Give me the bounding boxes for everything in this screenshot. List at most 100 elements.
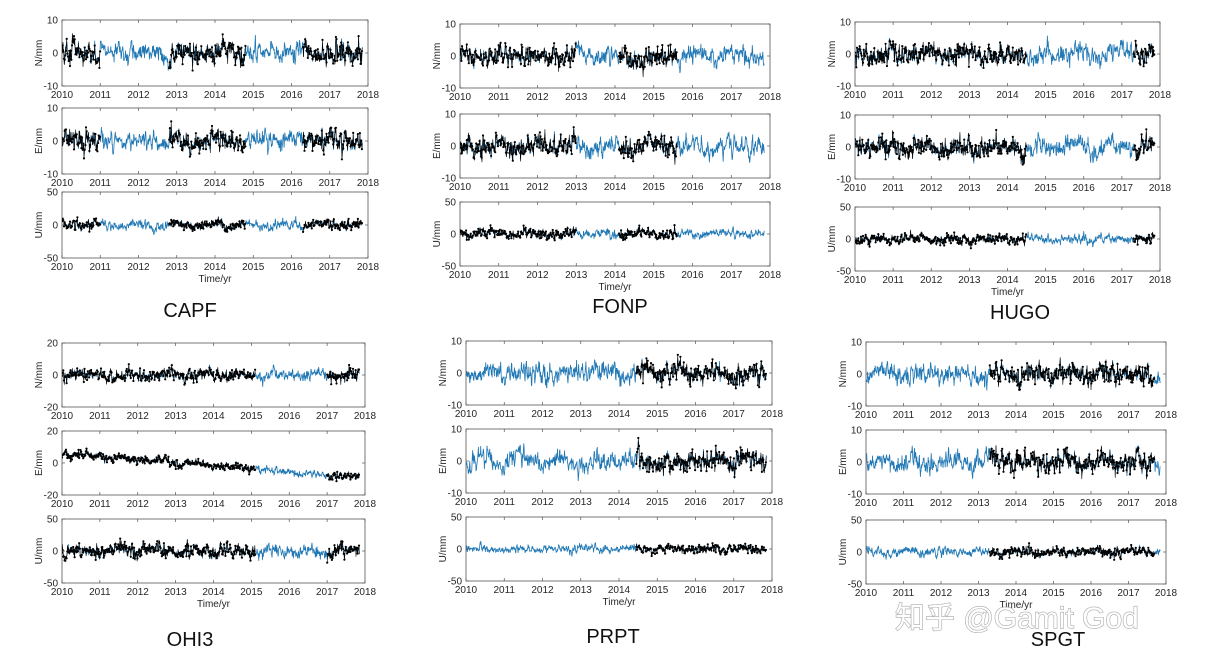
observed-point — [918, 239, 921, 243]
x-tick-label: 2012 — [127, 178, 150, 189]
observed-point — [681, 548, 684, 551]
x-tick-label: 2015 — [646, 409, 669, 420]
observed-point — [1141, 366, 1144, 369]
observed-point — [1107, 380, 1110, 383]
observed-point — [519, 62, 523, 65]
observed-point — [227, 379, 230, 382]
observed-point — [214, 222, 217, 225]
x-tick-label: 2010 — [449, 92, 472, 103]
observed-point — [929, 139, 933, 142]
x-tick-label: 2010 — [455, 409, 478, 420]
observed-point — [207, 373, 210, 376]
observed-point — [147, 459, 150, 462]
observed-point — [238, 220, 241, 223]
observed-point — [320, 220, 323, 223]
observed-point — [150, 377, 154, 380]
observed-point — [507, 54, 510, 57]
observed-point — [1088, 376, 1092, 379]
observed-point — [96, 221, 99, 224]
observed-point — [180, 551, 183, 554]
plot-area — [466, 353, 768, 390]
observed-point — [508, 49, 511, 52]
observed-point — [223, 547, 226, 550]
observed-point — [1045, 369, 1048, 372]
observed-point — [196, 224, 199, 227]
observed-point — [160, 552, 163, 555]
observed-point — [546, 148, 549, 151]
observed-point — [99, 551, 103, 555]
observed-point — [1127, 376, 1130, 379]
observed-point — [733, 547, 736, 550]
observed-point — [997, 239, 1000, 242]
observed-point — [511, 159, 514, 162]
observed-point — [180, 467, 183, 470]
observed-point — [117, 455, 120, 458]
observed-point — [167, 455, 170, 458]
observed-point — [657, 377, 660, 380]
x-axis-label: Time/yr — [199, 274, 233, 285]
observed-point — [751, 545, 754, 548]
observed-point — [194, 460, 197, 463]
observed-point — [347, 376, 350, 380]
observed-point — [682, 467, 685, 470]
observed-point — [64, 376, 68, 379]
observed-point — [238, 373, 241, 376]
observed-point — [251, 552, 254, 555]
observed-point — [917, 237, 920, 240]
observed-point — [97, 548, 100, 551]
observed-point — [230, 552, 234, 556]
observed-point — [1043, 379, 1046, 382]
observed-point — [976, 233, 979, 236]
x-tick-label: 2010 — [455, 585, 478, 596]
x-tick-label: 2011 — [488, 270, 510, 281]
observed-point — [350, 372, 353, 375]
observed-point — [331, 225, 334, 228]
observed-point — [700, 549, 703, 552]
observed-point — [513, 145, 516, 148]
observed-point — [338, 45, 341, 49]
observed-point — [106, 550, 109, 554]
observed-point — [202, 138, 205, 141]
observed-point — [728, 463, 732, 466]
observed-point — [326, 373, 329, 376]
observed-point — [909, 58, 912, 61]
observed-point — [316, 222, 319, 225]
observed-point — [1010, 366, 1014, 369]
observed-series-2 — [168, 120, 247, 158]
observed-point — [862, 144, 865, 147]
observed-point — [219, 219, 222, 222]
observed-point — [999, 41, 1002, 44]
observed-point — [1007, 146, 1010, 149]
observed-point — [746, 547, 749, 550]
x-tick-label: 2013 — [958, 90, 981, 101]
observed-point — [504, 232, 508, 235]
observed-point — [737, 369, 740, 372]
observed-point — [232, 464, 235, 467]
observed-point — [70, 141, 74, 144]
observed-point — [1048, 379, 1052, 383]
observed-point — [670, 230, 673, 234]
observed-point — [672, 468, 675, 471]
observed-point — [76, 550, 79, 553]
observed-point — [357, 226, 360, 229]
observed-point — [550, 149, 553, 153]
y-tick-label: -10 — [448, 489, 463, 500]
observed-point — [525, 233, 529, 236]
observed-point — [328, 547, 331, 551]
x-tick-label: 2013 — [165, 411, 188, 422]
observed-point — [488, 59, 491, 62]
observed-point — [893, 47, 897, 51]
observed-point — [622, 56, 625, 59]
observed-point — [653, 145, 657, 148]
observed-point — [211, 468, 214, 471]
observed-point — [988, 364, 991, 367]
observed-point — [65, 382, 68, 385]
observed-point — [352, 52, 355, 55]
observed-point — [137, 550, 140, 553]
observed-point — [1009, 374, 1012, 378]
observed-point — [127, 456, 130, 459]
observed-point — [628, 152, 631, 155]
observed-point — [88, 47, 91, 51]
observed-point — [982, 66, 985, 69]
observed-point — [538, 146, 541, 149]
